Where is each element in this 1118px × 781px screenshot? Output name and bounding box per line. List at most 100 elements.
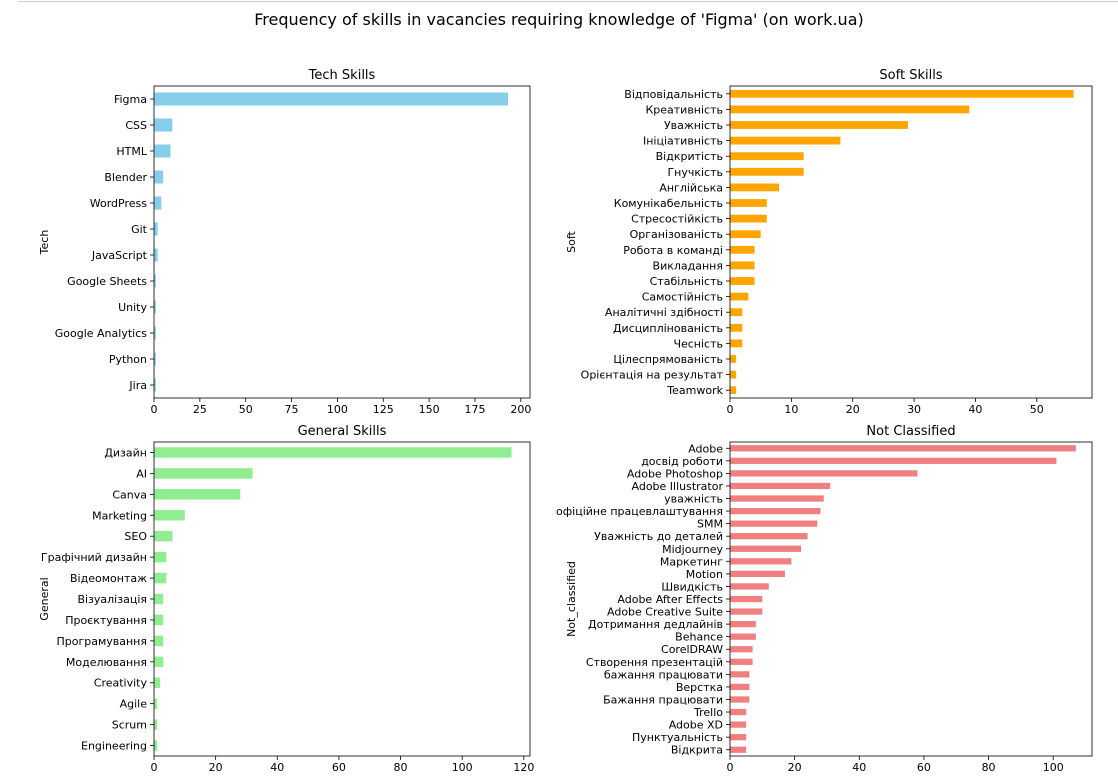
- chart-tech-bar: [154, 378, 156, 392]
- chart-general-bar: [154, 489, 241, 500]
- chart-soft-bar: [730, 386, 737, 395]
- chart-general-title: General Skills: [298, 424, 387, 439]
- chart-not-classified-category-label: Пунктуальність: [632, 731, 723, 744]
- chart-general-bar: [154, 677, 161, 688]
- chart-not-classified-bar: [730, 658, 753, 665]
- chart-soft-category-label: Цілеспрямованість: [613, 353, 723, 366]
- chart-not-classified-title: Not Classified: [866, 424, 955, 439]
- chart-not-classified-bar: [730, 457, 1057, 464]
- chart-soft-category-label: Креативність: [645, 103, 723, 116]
- chart-not-classified-category-label: CorelDRAW: [661, 643, 723, 656]
- chart-not-classified-category-label: Adobe After Effects: [617, 593, 723, 606]
- chart-not-classified-xtick-label: 40: [852, 761, 866, 774]
- chart-soft-category-label: Викладання: [653, 259, 723, 272]
- chart-tech-bar: [154, 118, 173, 132]
- chart-not-classified-bar: [730, 520, 818, 527]
- chart-not-classified-bar: [730, 734, 747, 741]
- chart-tech-category-label: WordPress: [90, 197, 147, 210]
- chart-general-category-label: Scrum: [112, 719, 147, 732]
- chart-soft-category-label: Відкритість: [656, 150, 723, 163]
- chart-general-xtick-label: 0: [151, 761, 158, 774]
- chart-tech-title: Tech Skills: [308, 68, 376, 83]
- chart-tech-xtick-label: 125: [373, 403, 394, 416]
- chart-not-classified-category-label: Midjourney: [662, 543, 723, 556]
- chart-soft-xtick-label: 10: [784, 403, 798, 416]
- chart-not-classified-bar: [730, 482, 831, 490]
- chart-general-bar: [154, 468, 253, 479]
- chart-not-classified-category-label: Відкрита: [671, 744, 723, 757]
- chart-general-category-label: SEO: [124, 530, 147, 543]
- chart-general-bar: [154, 510, 185, 521]
- chart-soft-category-label: Стресостійкість: [631, 213, 723, 226]
- chart-panel-general: General Skills Дизайн AI Canva Marketing SEO Г…: [38, 424, 534, 774]
- chart-tech-bar: [154, 248, 158, 262]
- chart-not-classified-bar: [730, 595, 763, 603]
- chart-general-bar: [154, 572, 167, 584]
- chart-not-classified-bar: [730, 696, 750, 703]
- chart-general-category-label: Програмування: [56, 635, 147, 648]
- chart-tech-xtick-label: 0: [151, 403, 158, 416]
- chart-not-classified-bar: [730, 583, 769, 590]
- chart-general-category-label: Візуалізація: [77, 593, 147, 606]
- chart-not-classified-xtick-label: 100: [1043, 761, 1064, 774]
- chart-soft-xtick-label: 40: [968, 403, 982, 416]
- chart-general-ylabel: General: [38, 577, 51, 620]
- chart-general-bar: [154, 698, 158, 709]
- chart-general-bar: [154, 740, 158, 751]
- chart-tech-bar: [154, 144, 171, 158]
- chart-general-xtick-label: 60: [332, 761, 346, 774]
- chart-tech-frame: [153, 85, 531, 399]
- chart-general-xtick-label: 100: [452, 761, 473, 774]
- chart-tech-category-label: Jira: [128, 379, 147, 392]
- chart-not-classified-category-label: досвід роботи: [641, 455, 723, 468]
- chart-soft-xtick-label: 0: [727, 403, 734, 416]
- chart-general-bar: [154, 635, 164, 647]
- chart-not-classified-bar: [730, 533, 808, 540]
- chart-soft-bar: [730, 261, 755, 270]
- chart-not-classified-category-label: Adobe: [688, 442, 723, 455]
- chart-not-classified-ylabel: Not_classified: [565, 561, 578, 637]
- chart-general-xtick-label: 120: [513, 761, 534, 774]
- chart-tech-xtick-label: 75: [285, 403, 299, 416]
- chart-tech-ylabel: Tech: [38, 230, 51, 256]
- chart-soft-category-label: Комунікабельність: [614, 197, 723, 210]
- chart-not-classified-bar: [730, 470, 918, 477]
- chart-not-classified-bar: [730, 558, 792, 565]
- chart-not-classified-frame: [729, 441, 1093, 757]
- chart-general-bar: [154, 551, 167, 563]
- chart-general-category-label: Canva: [112, 488, 147, 501]
- chart-not-classified-category-label: уважність: [664, 493, 723, 506]
- chart-not-classified-category-label: бажання працювати: [604, 668, 723, 681]
- chart-not-classified-bar: [730, 570, 785, 578]
- chart-soft-category-label: Орієнтація на результат: [581, 369, 724, 382]
- chart-soft-category-label: Англійська: [659, 181, 723, 194]
- chart-tech-category-label: CSS: [125, 119, 147, 132]
- chart-soft-bar: [730, 245, 755, 254]
- chart-soft-bar: [730, 121, 908, 129]
- chart-general-category-label: Дизайн: [104, 446, 147, 459]
- chart-tech-category-label: Google Analytics: [55, 327, 148, 340]
- chart-not-classified-bar: [730, 545, 802, 552]
- chart-soft-ylabel: Soft: [565, 230, 578, 252]
- chart-tech-category-label: Figma: [114, 93, 147, 106]
- chart-general-category-label: Agile: [120, 698, 148, 711]
- chart-tech-bar: [154, 352, 156, 366]
- chart-soft-category-label: Teamwork: [666, 384, 723, 397]
- chart-soft-bar: [730, 339, 743, 348]
- chart-soft-bar: [730, 136, 841, 145]
- chart-not-classified-category-label: Маркетинг: [660, 555, 723, 568]
- chart-general-bar: [154, 614, 164, 626]
- chart-not-classified-category-label: Motion: [686, 568, 723, 581]
- chart-not-classified-bar: [730, 683, 750, 691]
- chart-soft-bar: [730, 355, 737, 363]
- chart-soft-bar: [730, 370, 737, 379]
- chart-tech-xtick-label: 150: [419, 403, 440, 416]
- chart-soft-frame: [729, 85, 1093, 399]
- chart-soft-category-label: Самостійність: [642, 291, 723, 304]
- chart-general-bar: [154, 656, 164, 668]
- chart-soft-category-label: Стабільність: [650, 275, 723, 288]
- chart-not-classified-xtick-label: 80: [982, 761, 996, 774]
- chart-not-classified-xtick-label: 20: [788, 761, 802, 774]
